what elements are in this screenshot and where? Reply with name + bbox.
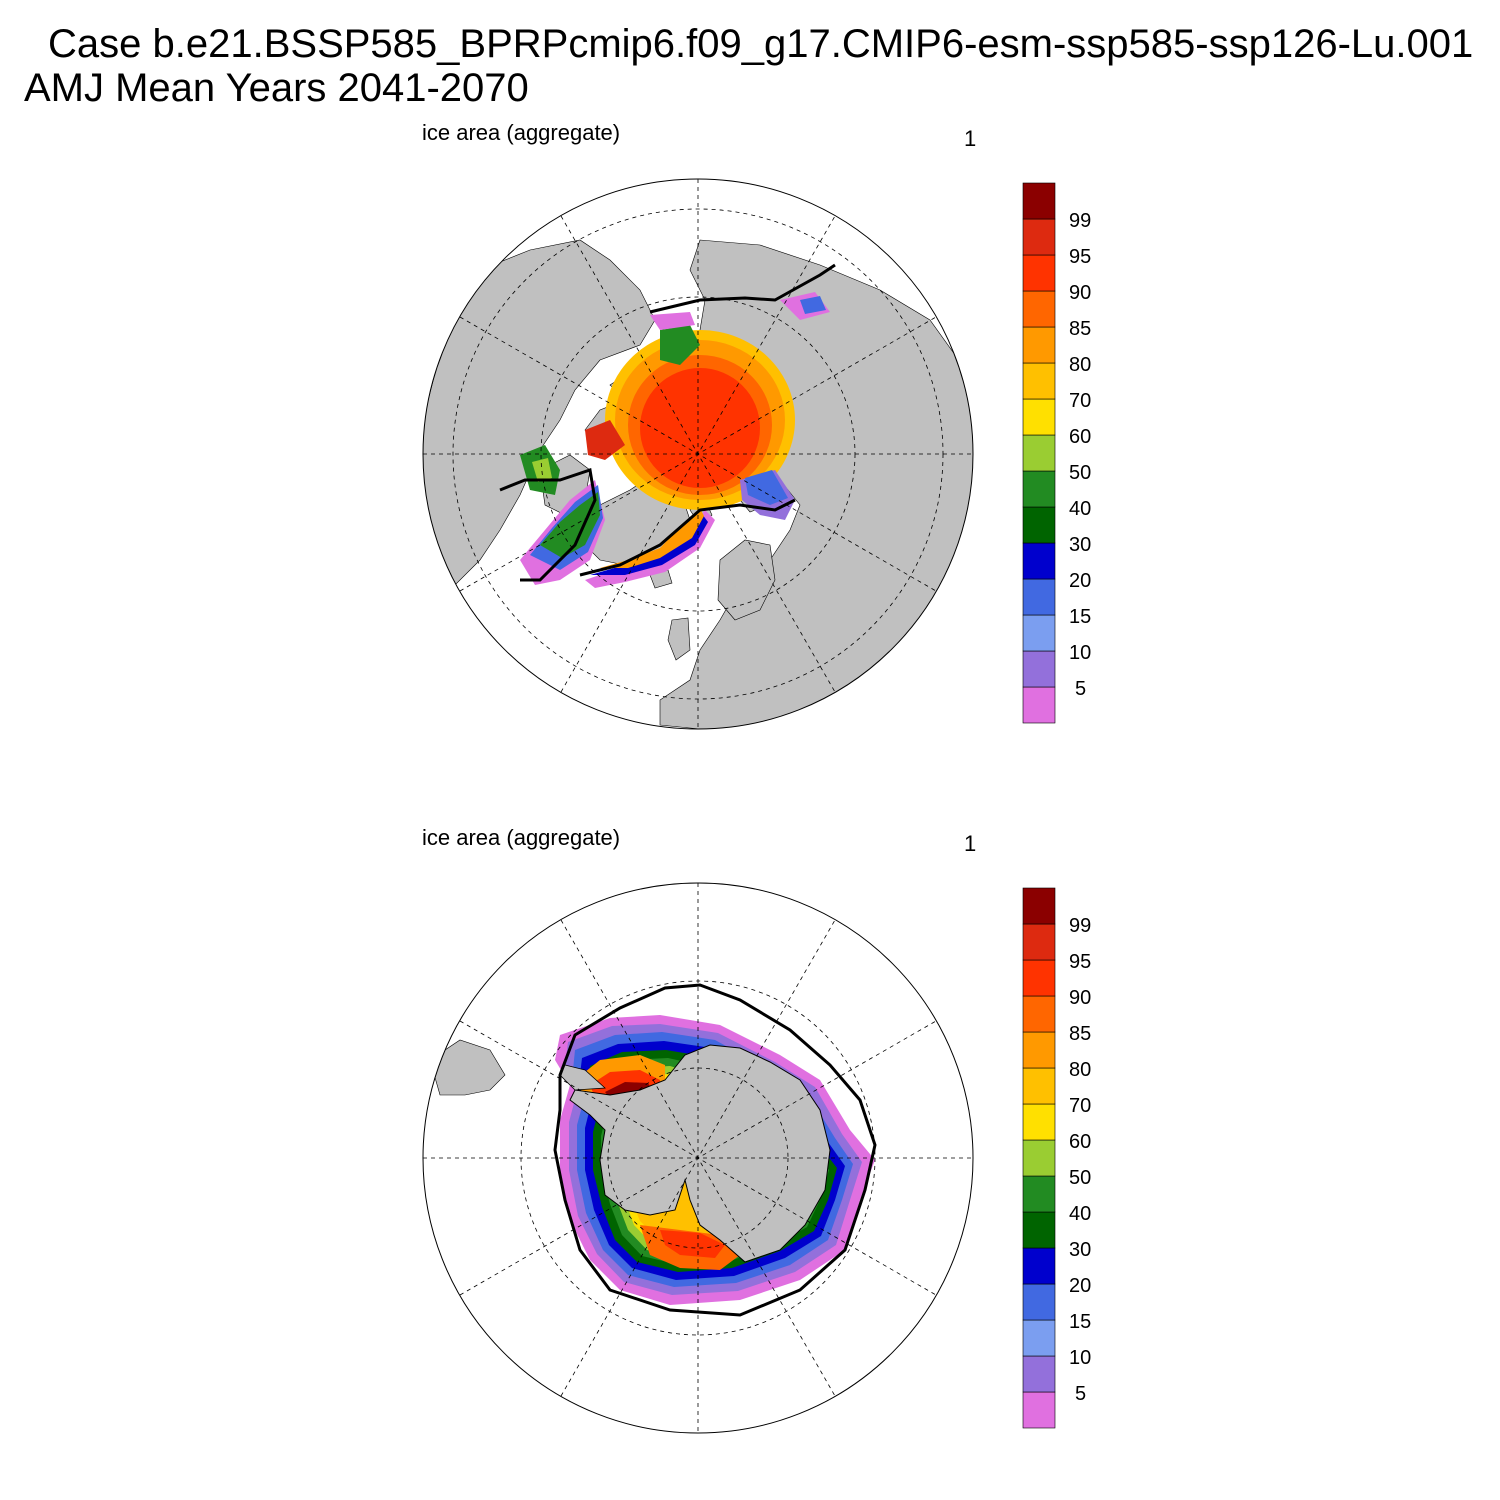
north-colorbar-swatch <box>1022 506 1056 544</box>
south-colorbar-swatch <box>1022 1283 1056 1321</box>
north-colorbar-tick-label: 85 <box>1069 318 1091 340</box>
north-ice-edge-contour-atlantic <box>579 498 796 577</box>
south-panel-units-label: 1 <box>964 831 977 856</box>
north-ice-edge-contour <box>499 468 597 582</box>
south-colorbar-tick-label: 60 <box>1069 1131 1091 1153</box>
plot-title: Case b.e21.BSSP585_BPRPcmip6.f09_g17.CMI… <box>48 22 1474 66</box>
north-colorbar-swatch <box>1022 398 1056 436</box>
south-colorbar-swatch <box>1022 1139 1056 1177</box>
north-colorbar-swatch <box>1022 254 1056 292</box>
south-graticule <box>423 883 973 1433</box>
south-colorbar-swatch <box>1022 1319 1056 1357</box>
south-colorbar-tick-label: 50 <box>1069 1167 1091 1189</box>
south-colorbar-swatch <box>1022 1175 1056 1213</box>
north-colorbar-swatch <box>1022 470 1056 508</box>
south-colorbar-swatch <box>1022 1391 1056 1429</box>
north-panel-units-label: 1 <box>964 126 977 151</box>
south-colorbar-tick-label: 90 <box>1069 987 1091 1009</box>
north-colorbar-tick-label: 40 <box>1069 498 1091 520</box>
south-colorbar-tick-label: 10 <box>1069 1347 1091 1369</box>
south-colorbar-swatch <box>1022 959 1056 997</box>
north-colorbar-swatch <box>1022 542 1056 580</box>
south-colorbar-tick-label: 95 <box>1069 951 1091 973</box>
south-colorbar-tick-label: 80 <box>1069 1059 1091 1081</box>
north-colorbar-swatch <box>1022 182 1056 220</box>
south-colorbar-tick-label: 20 <box>1069 1275 1091 1297</box>
north-panel-variable-label: ice area (aggregate) <box>422 120 621 145</box>
south-colorbar-swatch <box>1022 995 1056 1033</box>
south-colorbar-tick-label: 85 <box>1069 1023 1091 1045</box>
north-colorbar-tick-label: 50 <box>1069 462 1091 484</box>
north-colorbar-swatch <box>1022 218 1056 256</box>
south-colorbar-swatch <box>1022 1067 1056 1105</box>
south-colorbar-swatch <box>1022 1103 1056 1141</box>
north-colorbar-tick-label: 99 <box>1069 210 1091 232</box>
south-colorbar-tick-label: 99 <box>1069 915 1091 937</box>
north-colorbar-swatch <box>1022 578 1056 616</box>
north-colorbar-swatch <box>1022 326 1056 364</box>
north-colorbar-tick-label: 70 <box>1069 390 1091 412</box>
south-colorbar-swatch <box>1022 1031 1056 1069</box>
north-colorbar-tick-label: 20 <box>1069 570 1091 592</box>
north-colorbar-swatch <box>1022 290 1056 328</box>
south-map-border <box>422 882 974 1434</box>
north-colorbar-swatch <box>1022 686 1056 724</box>
south-colorbar-tick-label: 70 <box>1069 1095 1091 1117</box>
north-colorbar-tick-label: 60 <box>1069 426 1091 448</box>
south-colorbar-swatch <box>1022 1211 1056 1249</box>
north-colorbar-tick-label: 10 <box>1069 642 1091 664</box>
north-colorbar-swatch <box>1022 434 1056 472</box>
south-colorbar-swatch <box>1022 923 1056 961</box>
north-graticule <box>423 179 973 729</box>
plot-subtitle: AMJ Mean Years 2041-2070 <box>24 66 529 110</box>
south-colorbar-tick-label: 15 <box>1069 1311 1091 1333</box>
north-colorbar-swatch <box>1022 650 1056 688</box>
south-panel-variable-label: ice area (aggregate) <box>422 825 621 850</box>
south-colorbar-swatch <box>1022 887 1056 925</box>
south-polar-map <box>422 882 974 1434</box>
south-ice-edge-contour <box>553 983 877 1317</box>
north-colorbar-swatch <box>1022 362 1056 400</box>
north-colorbar-tick-label: 30 <box>1069 534 1091 556</box>
south-colorbar: 5 10 15 20 30 40 50 60 70 80 85 90 95 99 <box>1022 887 1091 1429</box>
north-map-border <box>422 178 974 730</box>
north-polar-map <box>422 178 974 730</box>
north-colorbar-tick-label: 5 <box>1075 678 1086 700</box>
south-colorbar-tick-label: 40 <box>1069 1203 1091 1225</box>
south-colorbar-swatch <box>1022 1247 1056 1285</box>
north-colorbar-tick-label: 15 <box>1069 606 1091 628</box>
antarctica-land <box>569 1044 831 1263</box>
north-colorbar-tick-label: 90 <box>1069 282 1091 304</box>
south-colorbar-tick-label: 5 <box>1075 1383 1086 1405</box>
north-colorbar: 5 10 15 20 30 40 50 60 70 80 85 90 95 99 <box>1022 182 1091 724</box>
north-colorbar-swatch <box>1022 614 1056 652</box>
south-colorbar-swatch <box>1022 1355 1056 1393</box>
north-colorbar-tick-label: 95 <box>1069 246 1091 268</box>
antarctic-peninsula <box>559 1064 606 1091</box>
north-ice-edge-contour-pacific <box>649 263 836 314</box>
south-america-land <box>429 1039 506 1096</box>
south-colorbar-tick-label: 30 <box>1069 1239 1091 1261</box>
north-colorbar-tick-label: 80 <box>1069 354 1091 376</box>
